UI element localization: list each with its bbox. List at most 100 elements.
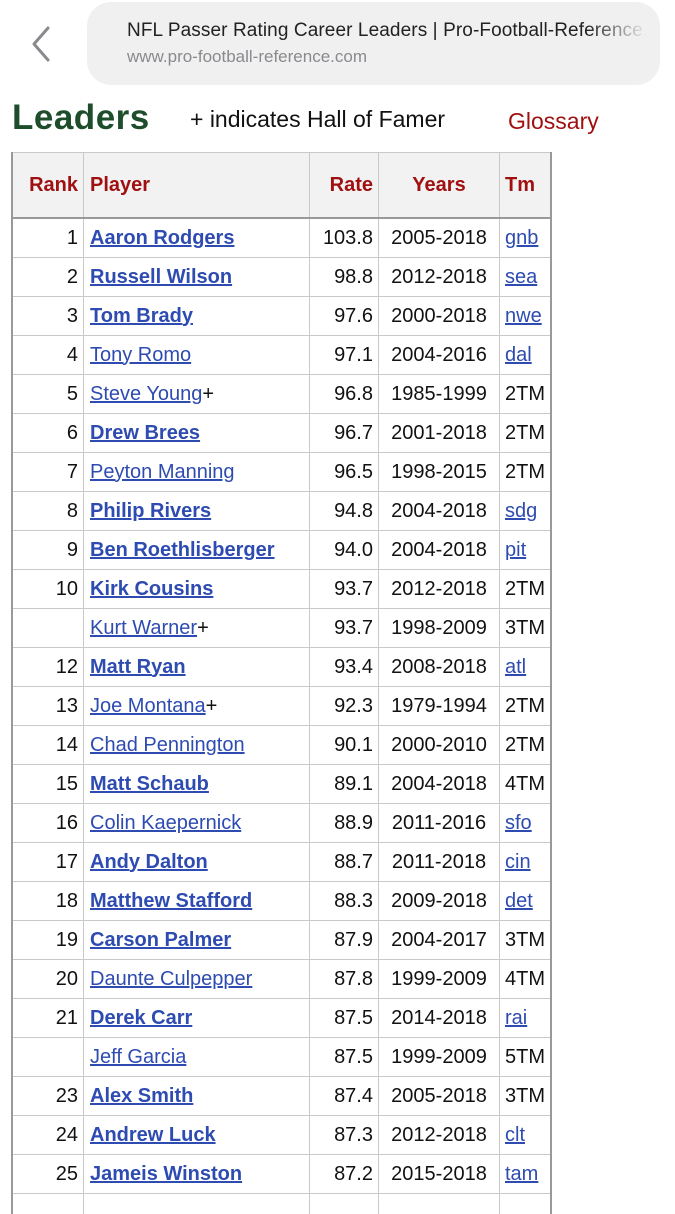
col-header-team[interactable]: Tm — [500, 153, 552, 219]
cell-years: 1999-2009 — [379, 960, 500, 999]
cell-rate: 92.3 — [310, 687, 379, 726]
hof-legend: + indicates Hall of Famer — [190, 106, 445, 133]
cell-years: 2004-2018 — [379, 765, 500, 804]
glossary-link[interactable]: Glossary — [508, 108, 599, 135]
cell-player: Andy Dalton — [84, 843, 310, 882]
player-link[interactable]: Daunte Culpepper — [90, 968, 252, 990]
player-link[interactable]: Russell Wilson — [90, 266, 232, 288]
player-link[interactable]: Jameis Winston — [90, 1163, 242, 1185]
team-link[interactable]: nwe — [505, 305, 542, 327]
team-link[interactable]: sea — [505, 266, 537, 288]
cell-player: Joe Montana+ — [84, 687, 310, 726]
player-link[interactable]: Steve Young — [90, 383, 202, 405]
player-link[interactable]: Joe Montana — [90, 695, 206, 717]
table-row-partial — [12, 1194, 551, 1214]
team-link[interactable]: det — [505, 890, 533, 912]
player-link[interactable]: Andrew Luck — [90, 1124, 216, 1146]
cell-rate: 94.8 — [310, 492, 379, 531]
cell-player: Aaron Rodgers — [84, 218, 310, 258]
cell-rank — [12, 609, 84, 648]
cell-years: 2005-2018 — [379, 218, 500, 258]
cell-team: nwe — [500, 297, 552, 336]
col-header-rank[interactable]: Rank — [12, 153, 84, 219]
team-link[interactable]: sfo — [505, 812, 532, 834]
cell-rank: 24 — [12, 1116, 84, 1155]
player-link[interactable]: Chad Pennington — [90, 734, 245, 756]
cell-rank: 19 — [12, 921, 84, 960]
player-link[interactable]: Andy Dalton — [90, 851, 208, 873]
cell-rate: 98.8 — [310, 258, 379, 297]
player-link[interactable]: Matt Schaub — [90, 773, 209, 795]
player-link[interactable]: Philip Rivers — [90, 500, 211, 522]
team-link[interactable]: pit — [505, 539, 526, 561]
cell-player: Drew Brees — [84, 414, 310, 453]
player-link[interactable]: Tony Romo — [90, 344, 191, 366]
team-link[interactable]: tam — [505, 1163, 538, 1185]
team-link[interactable]: dal — [505, 344, 532, 366]
cell-player: Matt Ryan — [84, 648, 310, 687]
col-header-years[interactable]: Years — [379, 153, 500, 219]
cell-empty — [12, 1194, 84, 1214]
cell-rate: 96.7 — [310, 414, 379, 453]
team-link[interactable]: rai — [505, 1007, 527, 1029]
cell-rank: 3 — [12, 297, 84, 336]
cell-team: 5TM — [500, 1038, 552, 1077]
team-link[interactable]: gnb — [505, 227, 538, 249]
player-link[interactable]: Colin Kaepernick — [90, 812, 241, 834]
page-heading: Leaders — [12, 98, 150, 138]
cell-empty — [379, 1194, 500, 1214]
cell-player: Ben Roethlisberger — [84, 531, 310, 570]
cell-team: clt — [500, 1116, 552, 1155]
cell-team: 2TM — [500, 453, 552, 492]
table-header-row: Rank Player Rate Years Tm — [12, 153, 551, 219]
back-button[interactable] — [24, 22, 64, 66]
cell-team: dal — [500, 336, 552, 375]
page-title-in-bar: NFL Passer Rating Career Leaders | Pro-F… — [127, 20, 647, 42]
cell-rate: 87.4 — [310, 1077, 379, 1116]
team-link[interactable]: cin — [505, 851, 531, 873]
cell-team: rai — [500, 999, 552, 1038]
player-link[interactable]: Jeff Garcia — [90, 1046, 186, 1068]
cell-player: Tom Brady — [84, 297, 310, 336]
cell-player: Steve Young+ — [84, 375, 310, 414]
player-link[interactable]: Carson Palmer — [90, 929, 231, 951]
cell-rank: 8 — [12, 492, 84, 531]
col-header-rate[interactable]: Rate — [310, 153, 379, 219]
player-link[interactable]: Alex Smith — [90, 1085, 193, 1107]
cell-player: Philip Rivers — [84, 492, 310, 531]
cell-rate: 97.1 — [310, 336, 379, 375]
player-link[interactable]: Kirk Cousins — [90, 578, 213, 600]
cell-rank — [12, 1038, 84, 1077]
cell-years: 2000-2018 — [379, 297, 500, 336]
cell-team: gnb — [500, 218, 552, 258]
cell-rate: 93.7 — [310, 570, 379, 609]
player-link[interactable]: Kurt Warner — [90, 617, 197, 639]
cell-rank: 2 — [12, 258, 84, 297]
player-link[interactable]: Aaron Rodgers — [90, 227, 234, 249]
player-link[interactable]: Derek Carr — [90, 1007, 192, 1029]
cell-rank: 6 — [12, 414, 84, 453]
address-bar[interactable]: NFL Passer Rating Career Leaders | Pro-F… — [87, 2, 660, 85]
cell-rank: 4 — [12, 336, 84, 375]
player-link[interactable]: Peyton Manning — [90, 461, 235, 483]
player-link[interactable]: Matthew Stafford — [90, 890, 252, 912]
team-link[interactable]: atl — [505, 656, 526, 678]
player-link[interactable]: Matt Ryan — [90, 656, 186, 678]
cell-years: 1985-1999 — [379, 375, 500, 414]
cell-years: 1998-2009 — [379, 609, 500, 648]
cell-rate: 88.9 — [310, 804, 379, 843]
team-link[interactable]: clt — [505, 1124, 525, 1146]
col-header-player[interactable]: Player — [84, 153, 310, 219]
player-link[interactable]: Drew Brees — [90, 422, 200, 444]
player-link[interactable]: Ben Roethlisberger — [90, 539, 274, 561]
cell-team: atl — [500, 648, 552, 687]
cell-years: 2015-2018 — [379, 1155, 500, 1194]
team-link[interactable]: sdg — [505, 500, 537, 522]
cell-team: 2TM — [500, 414, 552, 453]
player-link[interactable]: Tom Brady — [90, 305, 193, 327]
cell-rate: 96.5 — [310, 453, 379, 492]
cell-team: pit — [500, 531, 552, 570]
